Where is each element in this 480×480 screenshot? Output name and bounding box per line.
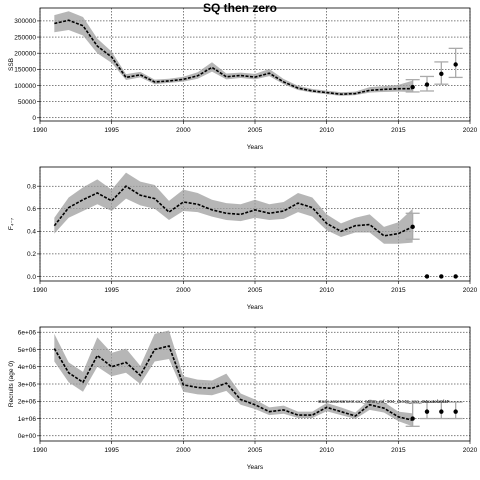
- y-tick-label-6: 300000: [14, 18, 36, 25]
- x-tick-label-2000: 2000: [176, 287, 191, 294]
- projection-point-2016: [410, 224, 415, 230]
- x-tick-label-2010: 2010: [319, 447, 334, 454]
- projection-point-2019: [453, 62, 458, 67]
- y-tick-label-3: 3e+06: [18, 381, 37, 388]
- projection-point-2016: [410, 84, 415, 90]
- x-tick-label-1990: 1990: [33, 447, 48, 454]
- x-tick-label-2015: 2015: [391, 447, 406, 454]
- y-axis-label: F₄₋₇: [8, 218, 15, 230]
- y-tick-label-2: 2e+06: [18, 399, 37, 406]
- y-tick-label-1: 0.2: [27, 251, 36, 258]
- y-tick-label-1: 1e+06: [18, 416, 37, 423]
- x-tick-label-2005: 2005: [248, 287, 263, 294]
- x-tick-label-1990: 1990: [33, 287, 48, 294]
- projection-point-2016: [410, 416, 415, 421]
- projection-point-2017: [424, 274, 430, 279]
- y-tick-label-5: 250000: [14, 34, 36, 41]
- y-tick-label-1: 50000: [18, 99, 36, 106]
- x-axis-label: Years: [247, 304, 264, 311]
- x-axis-label: Years: [247, 144, 264, 151]
- x-tick-label-2010: 2010: [319, 127, 334, 134]
- y-tick-label-4: 4e+06: [18, 364, 37, 371]
- y-tick-label-0: 0e+00: [18, 433, 37, 440]
- y-axis-label: Recruits (age 0): [8, 361, 15, 407]
- x-tick-label-1990: 1990: [33, 127, 48, 134]
- panel-recruits: 1990 1995 2000 2005 2010 2015 2020 0e+00 1e+06 2e…: [8, 326, 478, 471]
- confidence-band: [54, 330, 413, 427]
- y-tick-label-2: 100000: [14, 83, 36, 90]
- projection-point-2017: [424, 82, 430, 87]
- x-tick-label-2000: 2000: [176, 447, 191, 454]
- y-tick-label-3: 0.6: [27, 206, 36, 213]
- y-tick-label-6: 6e+06: [18, 329, 37, 336]
- x-tick-label-2010: 2010: [319, 287, 334, 294]
- x-tick-label-2020: 2020: [463, 287, 478, 294]
- estimate-line: [53, 345, 413, 422]
- x-tick-label-2000: 2000: [176, 127, 191, 134]
- x-tick-label-1995: 1995: [104, 447, 119, 454]
- y-tick-label-0: 0.0: [27, 274, 36, 281]
- y-tick-label-3: 150000: [14, 67, 36, 74]
- x-axis-label: Years: [247, 464, 264, 471]
- y-tick-label-4: 200000: [14, 51, 36, 58]
- confidence-band: [54, 11, 413, 96]
- y-tick-label-5: 5e+06: [18, 347, 37, 354]
- projection-point-2018: [439, 71, 444, 77]
- projection-point-2019: [453, 409, 458, 414]
- estimate-line: [53, 185, 414, 237]
- projection-point-2017: [424, 409, 430, 414]
- projection-point-2018: [439, 274, 444, 279]
- x-tick-label-2020: 2020: [463, 127, 478, 134]
- x-tick-label-1995: 1995: [104, 127, 119, 134]
- projection-point-2019: [453, 274, 458, 279]
- x-tick-label-1995: 1995: [104, 287, 119, 294]
- y-tick-label-0: 0: [32, 115, 36, 122]
- x-tick-label-2015: 2015: [391, 127, 406, 134]
- x-tick-label-2005: 2005: [248, 447, 263, 454]
- y-tick-label-4: 0.8: [27, 183, 36, 190]
- y-tick-label-2: 0.4: [27, 229, 36, 236]
- projection-point-2018: [439, 409, 444, 414]
- estimate-line: [54, 19, 413, 96]
- confidence-band: [54, 172, 413, 244]
- x-tick-label-2005: 2005: [248, 127, 263, 134]
- x-tick-label-2020: 2020: [463, 447, 478, 454]
- y-axis-label: SSB: [8, 58, 15, 71]
- panel-f: 1990 1995 2000 2005 2010 2015 2020 0.0 0.2 0.4 0.6…: [8, 166, 478, 311]
- panel-ssb: 1990 1995 2000 2005 2010 2015 2020 0 50000 100000…: [8, 7, 478, 151]
- x-tick-label-2015: 2015: [391, 287, 406, 294]
- run-annotation: stock.assessment.xxx_Mmm_mf_004_r5449_nn…: [318, 399, 450, 404]
